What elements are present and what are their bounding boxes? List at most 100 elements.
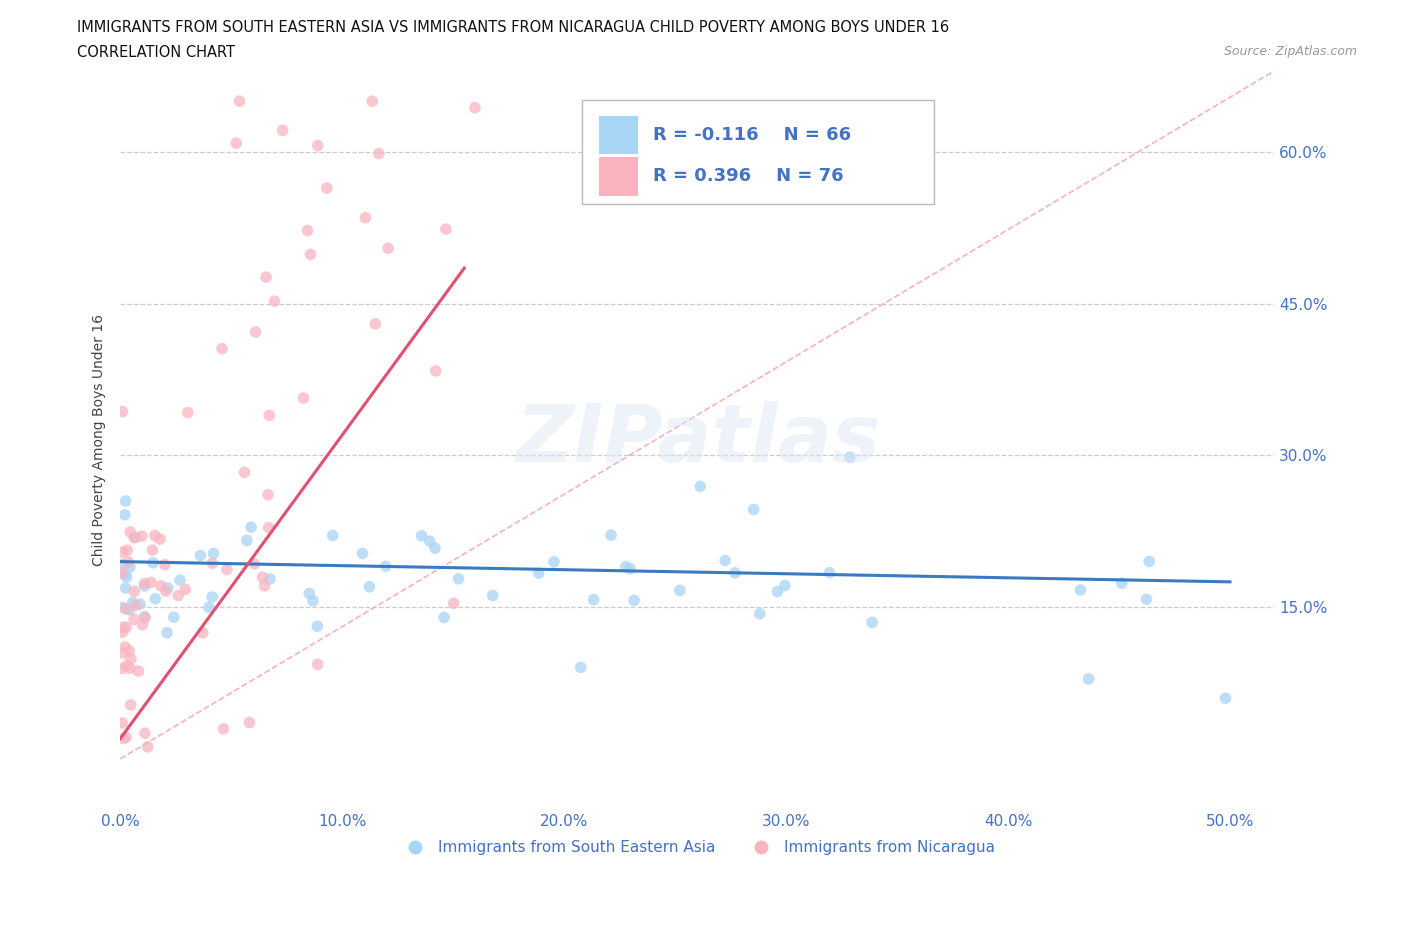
Point [198, 600, 221, 615]
Point [423, 540, 446, 555]
Point [134, 578, 156, 593]
Point [714, 553, 737, 568]
Point [257, 520, 280, 535]
Point [298, 586, 321, 601]
Point [1137, 554, 1160, 569]
Point [307, 139, 329, 153]
Point [838, 450, 860, 465]
Y-axis label: Child Poverty Among Boys Under 16: Child Poverty Among Boys Under 16 [93, 314, 107, 566]
FancyBboxPatch shape [582, 100, 934, 204]
Point [139, 575, 162, 590]
Point [233, 465, 256, 480]
Point [860, 615, 883, 630]
Point [245, 325, 267, 339]
Point [240, 520, 263, 535]
Point [307, 618, 329, 633]
Point [212, 722, 235, 737]
Point [114, 580, 136, 595]
Point [748, 606, 770, 621]
Point [163, 610, 186, 625]
Point [131, 528, 153, 543]
Point [742, 502, 765, 517]
Point [114, 494, 136, 509]
Point [433, 610, 456, 625]
Point [156, 625, 179, 640]
Point [614, 559, 637, 574]
Point [669, 583, 692, 598]
Point [543, 554, 565, 569]
Point [111, 661, 134, 676]
Point [619, 562, 641, 577]
Point [134, 609, 156, 624]
Legend: Immigrants from South Eastern Asia, Immigrants from Nicaragua: Immigrants from South Eastern Asia, Immi… [394, 834, 1001, 861]
Point [253, 578, 276, 593]
Point [257, 487, 280, 502]
Point [111, 565, 134, 580]
Point [434, 221, 457, 236]
Text: IMMIGRANTS FROM SOUTH EASTERN ASIA VS IMMIGRANTS FROM NICARAGUA CHILD POVERTY AM: IMMIGRANTS FROM SOUTH EASTERN ASIA VS IM… [77, 20, 949, 35]
Point [115, 730, 138, 745]
Point [122, 584, 145, 599]
Point [149, 532, 172, 547]
Point [117, 554, 139, 569]
Point [136, 739, 159, 754]
Point [569, 660, 592, 675]
Point [307, 657, 329, 671]
Point [419, 534, 441, 549]
Point [623, 593, 645, 608]
Point [724, 565, 747, 580]
Point [142, 555, 165, 570]
Point [111, 645, 134, 660]
Point [149, 578, 172, 593]
Point [818, 565, 841, 580]
Point [252, 570, 274, 585]
Text: R = -0.116    N = 66: R = -0.116 N = 66 [654, 126, 852, 144]
Point [773, 578, 796, 593]
Point [143, 528, 166, 543]
Point [124, 530, 146, 545]
Point [111, 715, 134, 730]
Point [322, 528, 344, 543]
Point [134, 725, 156, 740]
Point [122, 530, 145, 545]
Point [111, 545, 134, 560]
Point [352, 546, 374, 561]
Point [481, 588, 503, 603]
Point [120, 698, 142, 712]
Point [1077, 671, 1099, 686]
Point [169, 573, 191, 588]
Point [299, 247, 322, 262]
Point [201, 590, 224, 604]
Text: ZIPatlas: ZIPatlas [515, 401, 880, 479]
Point [377, 241, 399, 256]
Point [263, 294, 285, 309]
Point [177, 405, 200, 420]
Point [215, 562, 238, 577]
Point [118, 661, 141, 676]
Point [134, 610, 156, 625]
Point [115, 658, 138, 673]
Point [689, 479, 711, 494]
Point [114, 508, 136, 523]
Point [582, 592, 605, 607]
Point [364, 316, 387, 331]
Point [153, 557, 176, 572]
Point [202, 546, 225, 561]
Point [225, 136, 247, 151]
Point [447, 571, 470, 586]
Point [302, 593, 325, 608]
Point [167, 588, 190, 603]
Point [254, 270, 277, 285]
Point [120, 651, 142, 666]
Point [120, 525, 142, 539]
Point [174, 582, 197, 597]
Text: Source: ZipAtlas.com: Source: ZipAtlas.com [1223, 45, 1357, 58]
Point [118, 644, 141, 658]
Point [127, 664, 149, 679]
Point [118, 603, 141, 618]
Point [111, 600, 134, 615]
Point [1215, 691, 1237, 706]
Point [121, 595, 143, 610]
Point [600, 527, 623, 542]
Point [118, 560, 141, 575]
